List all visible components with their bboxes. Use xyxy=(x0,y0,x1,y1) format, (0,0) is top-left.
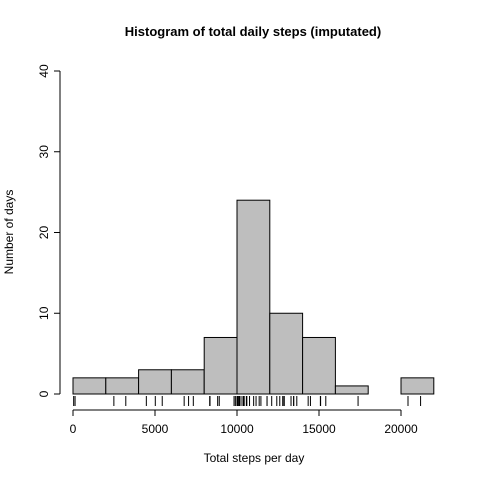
x-axis: 0 5000 10000 15000 20000 xyxy=(70,409,418,436)
histogram-bar-5 xyxy=(236,199,271,395)
histogram-bar-7 xyxy=(302,336,336,395)
histogram-bar-4 xyxy=(203,336,238,395)
y-tick-label-1: 10 xyxy=(37,306,51,320)
x-tick-label-4: 20000 xyxy=(384,422,418,436)
y-tick-label-3: 30 xyxy=(37,145,51,159)
x-tick-label-0: 0 xyxy=(70,422,77,436)
x-tick-label-1: 5000 xyxy=(142,422,169,436)
histogram-bar-1 xyxy=(105,377,140,395)
histogram-bar-6 xyxy=(269,312,304,395)
histogram-bar-10 xyxy=(400,377,435,395)
y-axis: 0 10 20 30 40 xyxy=(37,64,61,397)
chart-title: Histogram of total daily steps (imputate… xyxy=(125,24,381,39)
y-axis-label: Number of days xyxy=(2,190,16,275)
x-tick-label-2: 10000 xyxy=(220,422,254,436)
rug-marks xyxy=(73,396,422,406)
histogram-bar-8 xyxy=(334,385,369,395)
histogram-bar-3 xyxy=(170,369,205,395)
histogram-bar-2 xyxy=(138,369,172,395)
bars-group xyxy=(72,199,435,395)
x-tick-label-3: 15000 xyxy=(302,422,336,436)
x-axis-label: Total steps per day xyxy=(204,451,305,465)
y-tick-label-4: 40 xyxy=(37,64,51,78)
histogram-bar-0 xyxy=(72,377,107,395)
y-tick-label-0: 0 xyxy=(37,390,51,397)
y-tick-label-2: 20 xyxy=(37,226,51,240)
